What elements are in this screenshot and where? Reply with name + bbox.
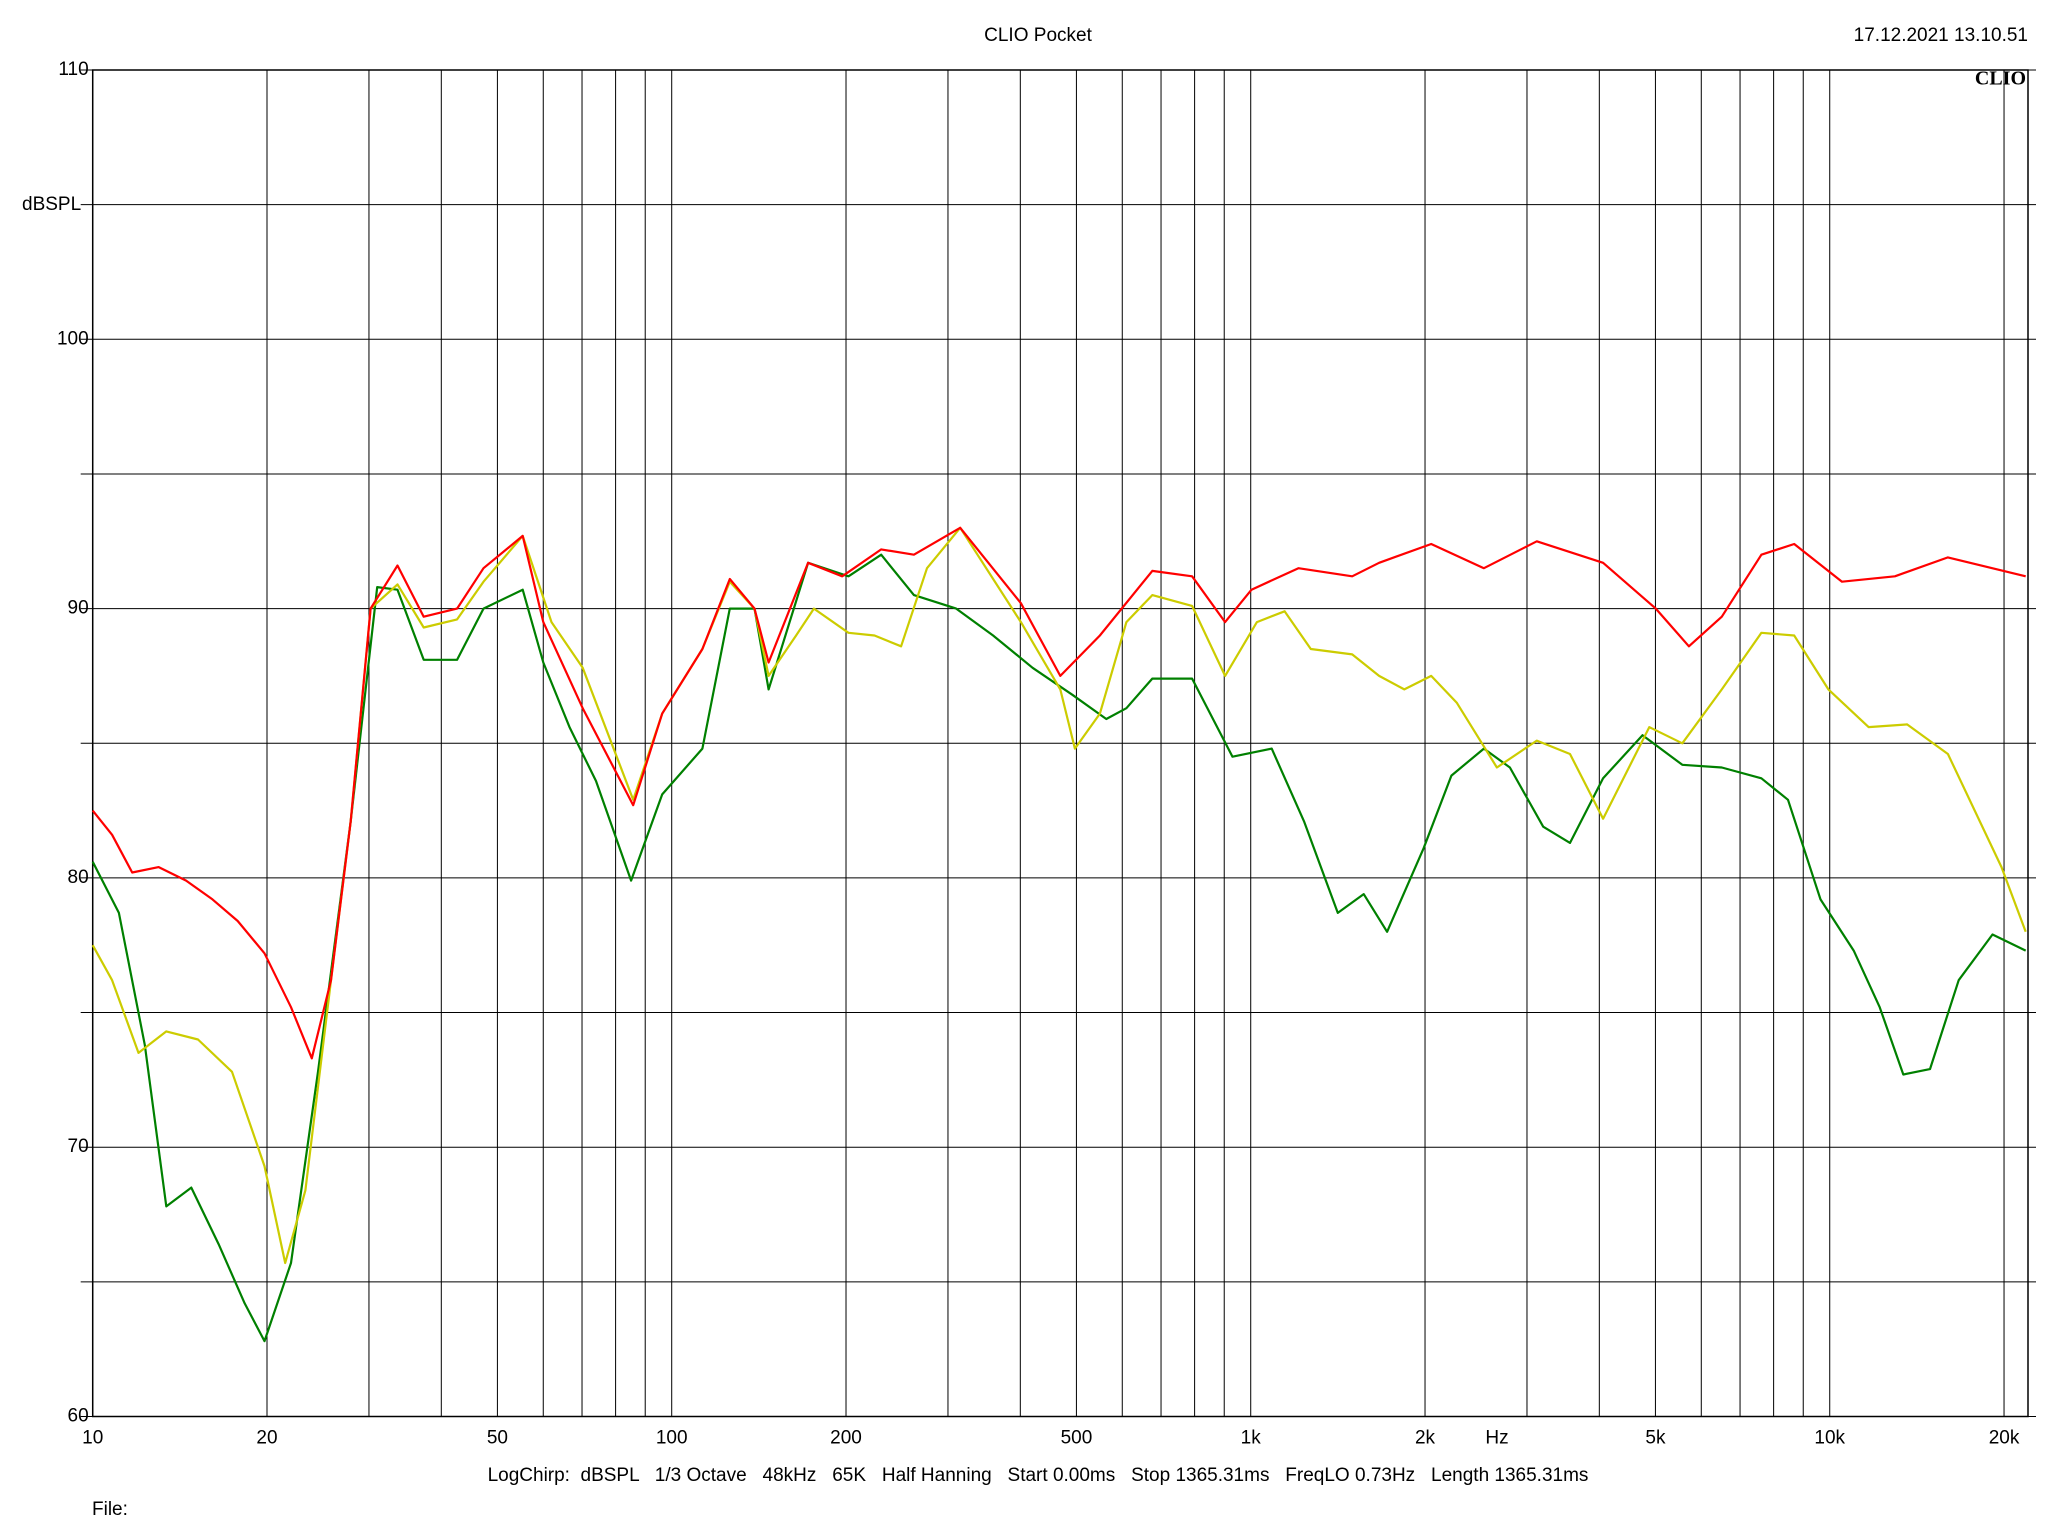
x-tick-label: 500 (1061, 1428, 1093, 1449)
x-tick-label: 200 (830, 1428, 862, 1449)
x-tick-label: 10k (1814, 1428, 1845, 1449)
x-tick-label: 10 (82, 1428, 103, 1449)
x-tick-label: 1k (1241, 1428, 1262, 1449)
x-tick-label: 20k (1989, 1428, 2020, 1449)
line-series (91, 526, 2026, 1060)
y-tick-label: 80 (68, 867, 89, 888)
footer: LogChirp: dBSPL 1/3 Octave 48kHz 65K Hal… (488, 1465, 1589, 1486)
plot-frame (91, 69, 2029, 1418)
x-tick-label: 20 (256, 1428, 277, 1449)
y-tick-label: 110 (58, 59, 88, 80)
x-axis-label: Hz (1485, 1428, 1508, 1449)
timestamp: 17.12.2021 13.10.51 (1854, 25, 2028, 46)
y-tick-label: 100 (57, 328, 89, 349)
x-tick-label: 100 (656, 1428, 688, 1449)
x-tick-label: 5k (1645, 1428, 1666, 1449)
logo: CLIO (1975, 68, 2026, 90)
x-tick-label: 2k (1415, 1428, 1436, 1449)
y-axis-label: dBSPL (22, 194, 81, 215)
line-series (91, 553, 2027, 1343)
y-tick-label: 90 (68, 598, 89, 619)
file-label: File: (92, 1499, 128, 1520)
y-tick-label: 60 (68, 1406, 89, 1427)
chart-title: CLIO Pocket (984, 25, 1092, 46)
x-tick-label: 50 (487, 1428, 508, 1449)
y-tick-label: 70 (68, 1136, 89, 1157)
